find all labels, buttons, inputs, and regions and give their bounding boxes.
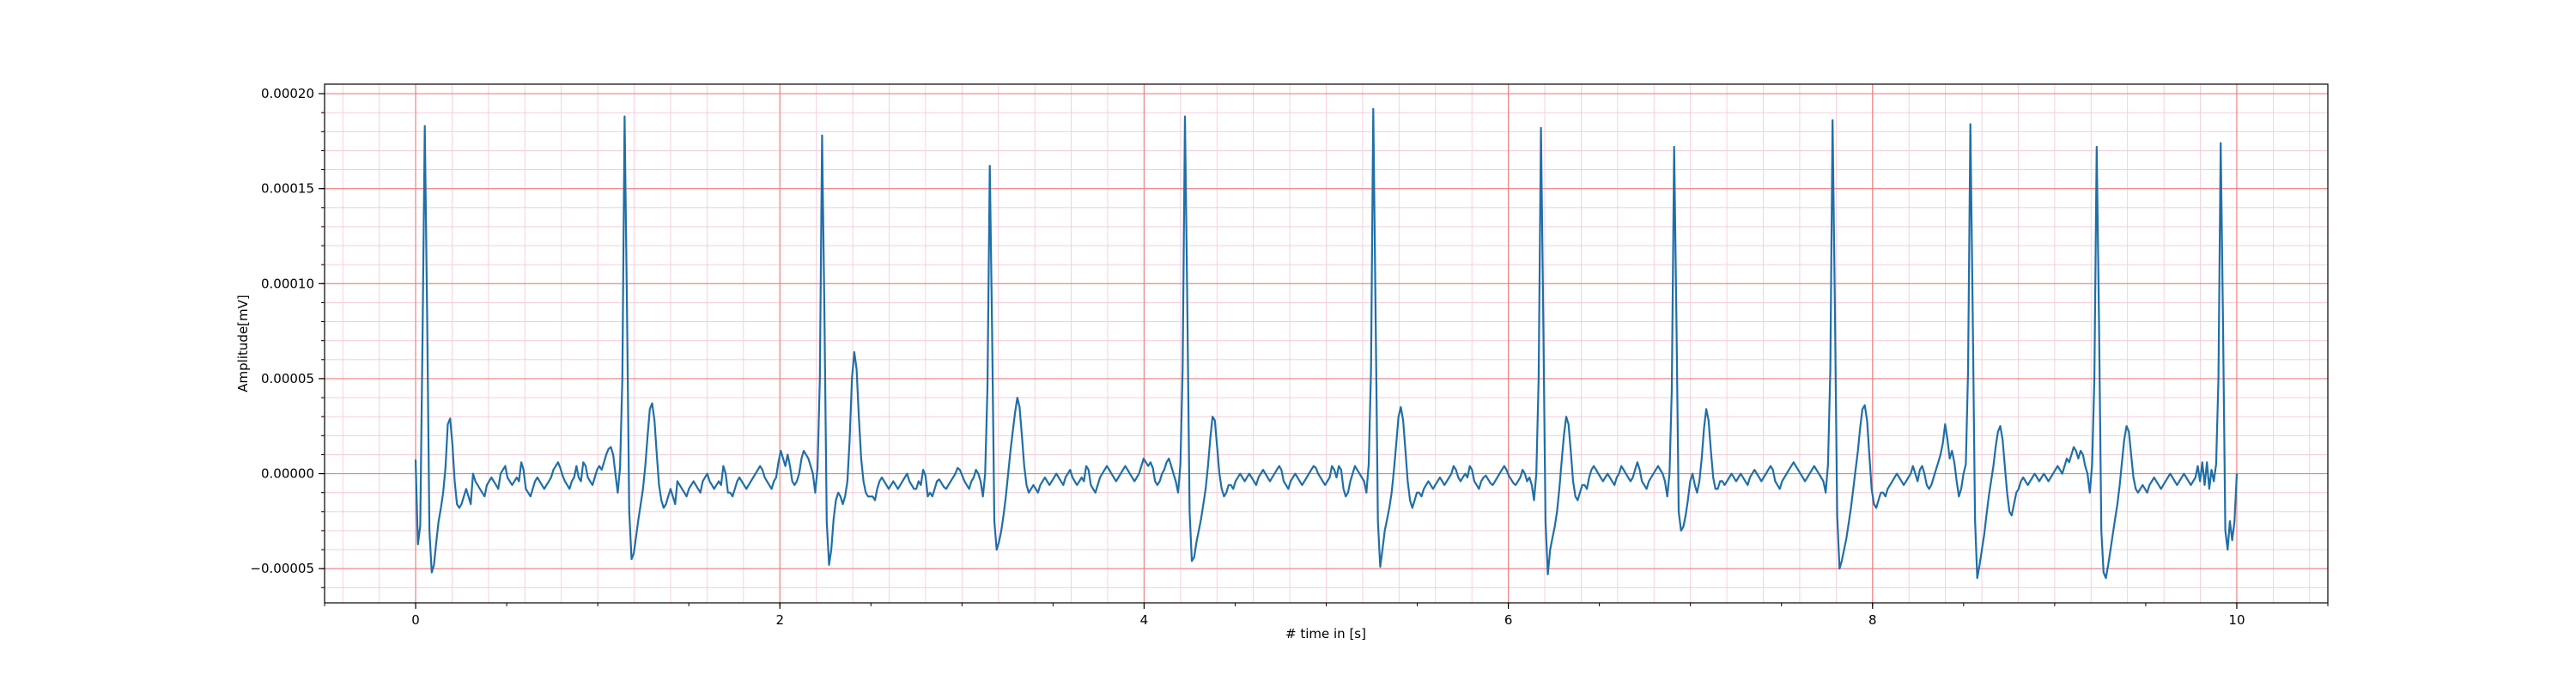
y-tick-label: 0.00010 bbox=[261, 276, 314, 291]
y-tick-label: 0.00020 bbox=[261, 86, 314, 101]
major-grid bbox=[325, 84, 2328, 603]
y-axis-ticks: −0.00005 0.00000 0.00005 0.00010 0.00015 0.00… bbox=[250, 86, 325, 588]
x-tick-label: 8 bbox=[1868, 612, 1877, 628]
y-axis-label: Amplitude[mV] bbox=[235, 295, 251, 392]
y-tick-label: −0.00005 bbox=[250, 561, 314, 576]
y-tick-label: 0.00000 bbox=[261, 466, 314, 482]
x-tick-label: 0 bbox=[411, 612, 420, 628]
x-tick-label: 2 bbox=[775, 612, 784, 628]
x-tick-label: 6 bbox=[1504, 612, 1513, 628]
x-tick-label: 4 bbox=[1140, 612, 1149, 628]
x-tick-label: 10 bbox=[2228, 612, 2245, 628]
x-axis-ticks: 0 2 4 6 8 10 bbox=[324, 603, 2329, 628]
y-tick-label: 0.00005 bbox=[261, 371, 314, 386]
x-axis-label: # time in [s] bbox=[1285, 626, 1366, 641]
y-tick-label: 0.00015 bbox=[261, 181, 314, 197]
ecg-signal-line bbox=[414, 107, 2239, 580]
